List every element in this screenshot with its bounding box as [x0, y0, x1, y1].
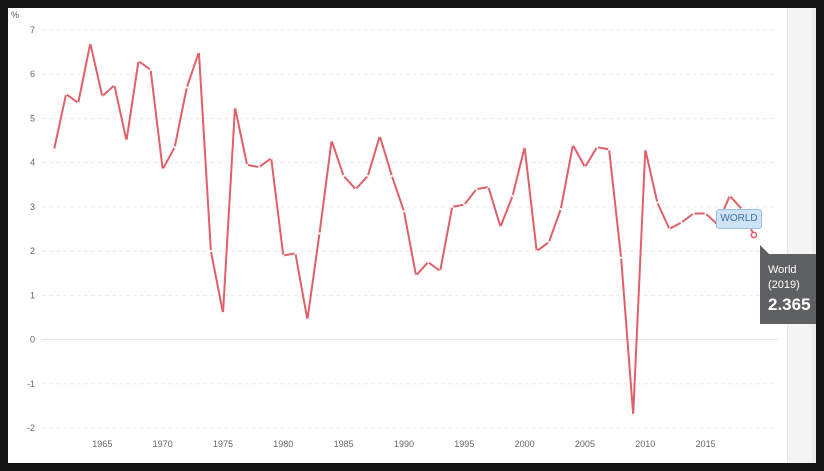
data-point[interactable]	[451, 205, 454, 208]
data-point[interactable]	[318, 232, 321, 235]
scrollbar[interactable]	[787, 8, 816, 463]
y-tick-label: 6	[30, 69, 35, 79]
data-point[interactable]	[65, 93, 68, 96]
data-point[interactable]	[511, 194, 514, 197]
data-point[interactable]	[197, 51, 200, 54]
y-tick-label: 0	[30, 335, 35, 345]
data-point[interactable]	[620, 256, 623, 259]
data-point[interactable]	[52, 148, 56, 151]
x-tick-label: 1965	[92, 439, 112, 449]
data-point[interactable]	[499, 225, 502, 228]
data-point[interactable]	[475, 188, 478, 191]
x-tick-label: 1990	[394, 439, 414, 449]
x-tick-label: 1985	[334, 439, 354, 449]
data-point[interactable]	[161, 168, 164, 171]
data-point[interactable]	[294, 252, 297, 255]
data-point[interactable]	[728, 194, 731, 197]
data-point[interactable]	[535, 250, 538, 253]
data-point[interactable]	[113, 84, 116, 87]
data-point[interactable]	[366, 174, 369, 178]
data-point[interactable]	[390, 174, 394, 178]
data-point[interactable]	[125, 139, 128, 142]
x-tick-label: 2005	[575, 439, 595, 449]
data-point[interactable]	[644, 148, 647, 151]
y-unit-label: %	[11, 10, 19, 20]
x-tick-label: 1980	[273, 439, 293, 449]
data-point[interactable]	[595, 146, 599, 149]
tooltip-value: 2.365	[768, 295, 811, 314]
data-point[interactable]	[426, 261, 430, 264]
data-point[interactable]	[414, 274, 418, 277]
data-point[interactable]	[439, 269, 442, 273]
y-tick-label: 5	[30, 113, 35, 123]
y-tick-label: 3	[30, 202, 35, 212]
y-tick-label: -2	[27, 423, 35, 433]
series-world[interactable]	[52, 42, 758, 416]
series-line[interactable]	[53, 42, 755, 416]
data-point[interactable]	[246, 163, 249, 166]
data-point[interactable]	[209, 250, 213, 253]
data-point[interactable]	[354, 188, 357, 191]
data-point[interactable]	[656, 201, 659, 204]
data-point[interactable]	[547, 241, 550, 244]
data-point[interactable]	[270, 157, 273, 160]
data-point[interactable]	[149, 68, 152, 71]
x-tick-label: 2015	[696, 439, 716, 449]
tooltip-name: World	[768, 264, 797, 276]
y-tick-label: 4	[30, 158, 35, 168]
data-point[interactable]	[632, 413, 635, 416]
data-point[interactable]	[487, 185, 490, 189]
data-point[interactable]	[282, 254, 285, 257]
data-point[interactable]	[137, 59, 140, 63]
data-point[interactable]	[559, 208, 562, 211]
data-point[interactable]	[378, 135, 381, 138]
data-point[interactable]	[607, 148, 611, 151]
data-point[interactable]	[571, 143, 574, 147]
data-point[interactable]	[704, 212, 707, 215]
x-tick-labels: 1965 1970 1975 1980 1985 1990 1995 2000 2005 2010…	[92, 439, 715, 449]
data-point[interactable]	[233, 106, 237, 109]
data-point[interactable]	[221, 311, 225, 315]
x-tick-label: 1995	[454, 439, 474, 449]
tooltip-year: (2019)	[768, 279, 800, 291]
data-point[interactable]	[668, 227, 671, 231]
tooltip: World (2019) 2.365	[760, 245, 816, 324]
data-point[interactable]	[173, 146, 176, 149]
y-tick-label: 1	[30, 290, 35, 300]
data-point[interactable]	[89, 42, 92, 45]
data-point-highlighted[interactable]	[750, 231, 758, 239]
line-chart[interactable]: 7 6 5 4 3 2 1 0 -1 -2 1965 1970 1975 1980 1985 1990 199…	[8, 8, 816, 463]
y-tick-label: -1	[27, 379, 35, 389]
data-point[interactable]	[463, 203, 466, 206]
series-tag-world[interactable]: WORLD	[716, 209, 762, 229]
y-tick-label: 7	[30, 25, 35, 35]
y-tick-label: 2	[30, 246, 35, 256]
data-point[interactable]	[101, 95, 104, 98]
data-point[interactable]	[680, 221, 683, 224]
data-point[interactable]	[583, 165, 587, 169]
data-point[interactable]	[185, 86, 188, 89]
data-point[interactable]	[523, 146, 526, 149]
data-point[interactable]	[77, 101, 80, 105]
grid-lines	[42, 29, 778, 429]
data-point[interactable]	[330, 139, 333, 142]
chart-frame: 7 6 5 4 3 2 1 0 -1 -2 1965 1970 1975 1980 1985 1990 199…	[8, 8, 816, 463]
data-point[interactable]	[342, 174, 345, 178]
data-point[interactable]	[692, 212, 695, 215]
x-tick-label: 1975	[213, 439, 233, 449]
y-tick-labels: 7 6 5 4 3 2 1 0 -1 -2	[27, 25, 35, 433]
x-tick-label: 1970	[153, 439, 173, 449]
x-tick-label: 2010	[635, 439, 655, 449]
x-tick-label: 2000	[515, 439, 535, 449]
data-point[interactable]	[402, 210, 406, 213]
data-point[interactable]	[306, 318, 309, 321]
data-point[interactable]	[258, 165, 261, 169]
